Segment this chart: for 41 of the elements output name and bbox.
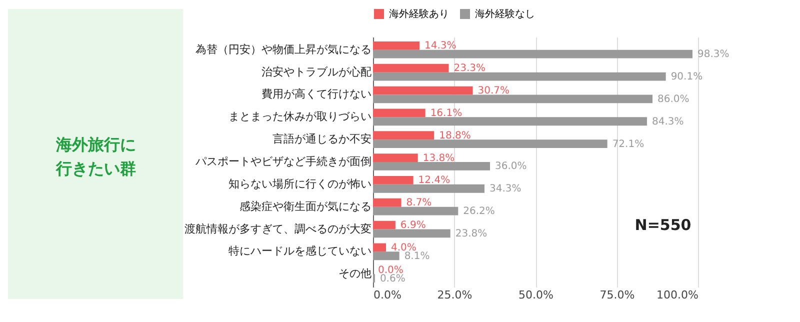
x-tick-label: 100.0%: [656, 288, 698, 302]
data-label: 13.8%: [422, 152, 455, 164]
x-tick-label: 25.0%: [437, 288, 472, 302]
data-label: 16.1%: [430, 108, 462, 119]
x-tick-label: 75.0%: [600, 288, 635, 302]
data-label: 8.1%: [404, 250, 430, 262]
y-tick-label: 感染症や衛生面が気になる: [240, 200, 372, 213]
data-label: 84.3%: [652, 116, 684, 128]
annotation: N=550: [634, 216, 692, 234]
data-label: 23.3%: [454, 63, 486, 74]
data-label: 72.1%: [612, 138, 644, 150]
y-tick-label: 渡航情報が多すぎて、調べるのが大変: [184, 222, 372, 236]
data-label: 0.6%: [380, 273, 406, 284]
y-tick-label: パスポートやビザなど手続きが面倒: [194, 155, 372, 168]
data-label: 36.0%: [495, 161, 527, 172]
data-label: 8.7%: [406, 198, 432, 209]
data-label: 34.3%: [489, 184, 522, 195]
data-label: 90.1%: [670, 72, 703, 83]
data-label: 12.4%: [418, 175, 450, 186]
legend-label: 海外経験なし: [475, 8, 535, 20]
legend-label: 海外経験あり: [389, 8, 449, 20]
y-tick-label: 治安やトラブルが心配: [262, 65, 372, 78]
x-tick-label: 50.0%: [518, 288, 554, 302]
text: 行きたい群: [55, 159, 136, 178]
data-label: 23.8%: [455, 228, 488, 240]
y-tick-label: 費用が高くて行けない: [262, 88, 372, 101]
y-tick-label: まとまった休みが取りづらい: [228, 110, 372, 124]
data-label: 6.9%: [400, 220, 426, 232]
data-label: 98.3%: [697, 49, 730, 60]
data-label: 14.3%: [424, 40, 456, 52]
data-label: 86.0%: [658, 94, 690, 105]
x-tick-label: 0.0%: [374, 288, 402, 302]
data-label: 26.2%: [463, 206, 495, 218]
y-tick-label: 為替（円安）や物価上昇が気になる: [196, 42, 372, 56]
text: 海外旅行に: [55, 135, 136, 154]
y-tick-label: 知らない場所に行くのが怖い: [228, 177, 372, 190]
y-tick-label: 言語が通じるか不安: [272, 132, 372, 146]
y-tick-label: その他: [338, 267, 372, 280]
y-tick-label: 特にハードルを感じていない: [228, 244, 372, 258]
data-label: 18.8%: [439, 130, 471, 142]
data-label: 30.7%: [478, 86, 510, 97]
